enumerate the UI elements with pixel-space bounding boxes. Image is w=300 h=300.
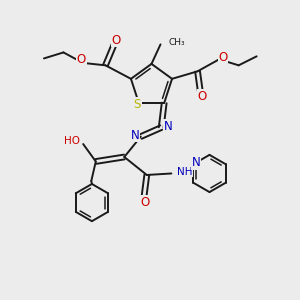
Text: O: O <box>77 53 86 66</box>
Text: N: N <box>191 156 200 169</box>
Text: HO: HO <box>64 136 80 146</box>
Text: O: O <box>197 90 207 103</box>
Text: O: O <box>218 51 227 64</box>
Text: N: N <box>131 129 140 142</box>
Text: NH: NH <box>177 167 192 177</box>
Text: O: O <box>111 34 121 46</box>
Text: S: S <box>134 98 141 111</box>
Text: CH₃: CH₃ <box>169 38 185 47</box>
Text: O: O <box>141 196 150 209</box>
Text: N: N <box>164 120 172 133</box>
